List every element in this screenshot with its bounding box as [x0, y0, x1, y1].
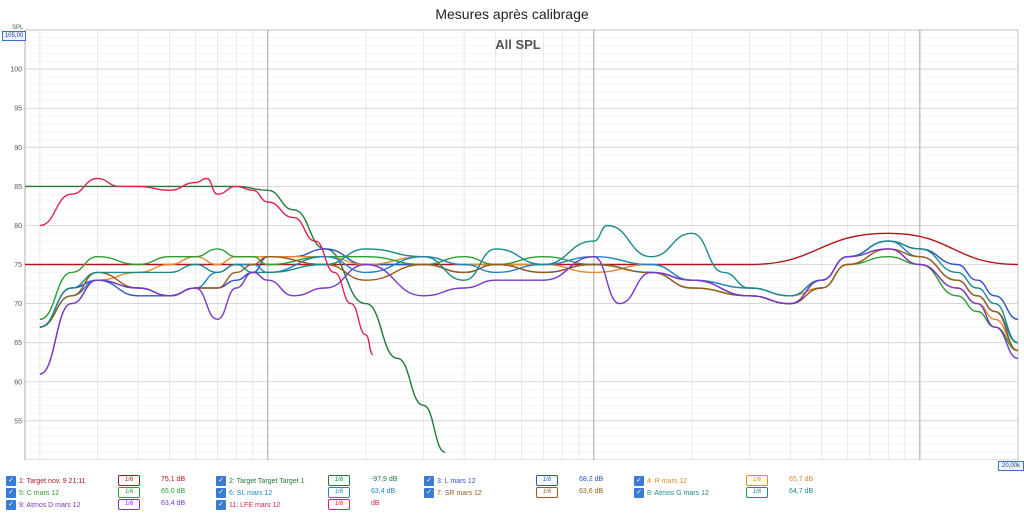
- legend-label: 9: Atmos D mars 12: [19, 501, 81, 509]
- smoothing-button[interactable]: 1/6: [746, 475, 768, 486]
- legend-level: 68,2 dB: [579, 476, 604, 483]
- checkbox-icon[interactable]: ✓: [634, 488, 644, 498]
- checkbox-icon[interactable]: ✓: [216, 500, 226, 510]
- y-tick-label: 75: [14, 262, 22, 269]
- series-lines: [25, 177, 1018, 453]
- legend-level: -97,9 dB: [371, 476, 398, 483]
- legend-label: 3: L mars 12: [437, 477, 476, 485]
- y-axis-label: SPL: [12, 25, 24, 31]
- legend-level: dB: [371, 500, 380, 507]
- legend-item-4[interactable]: ✓ 4: R mars 12: [634, 476, 687, 486]
- legend-item-1[interactable]: ✓ 1: Target nov. 9 21:11: [6, 476, 86, 486]
- y-tick-label: 95: [14, 106, 22, 113]
- legend-item-9[interactable]: ✓ 9: Atmos D mars 12: [6, 500, 80, 510]
- legend-label: 8: Atmos G mars 12: [647, 489, 709, 497]
- legend-item-5[interactable]: ✓ 5: C mars 12: [6, 488, 59, 498]
- legend-item-2[interactable]: ✓ 2: Target Target Target 1: [216, 476, 305, 486]
- legend-level: 65,7 dB: [789, 476, 814, 483]
- legend-item-8[interactable]: ✓ 8: Atmos G mars 12: [634, 488, 709, 498]
- checkbox-icon[interactable]: ✓: [216, 488, 226, 498]
- legend-item-7[interactable]: ✓ 7: SR mars 12: [424, 488, 482, 498]
- y-top-value[interactable]: 105,00: [2, 31, 26, 41]
- y-tick-label: 80: [14, 223, 22, 230]
- series-line-10: [39, 177, 374, 356]
- y-tick-label: 100: [10, 67, 22, 74]
- smoothing-button[interactable]: 1/6: [536, 487, 558, 498]
- y-tick-label: 85: [14, 184, 22, 191]
- smoothing-button[interactable]: 1/6: [118, 499, 140, 510]
- smoothing-button[interactable]: 1/6: [536, 475, 558, 486]
- y-tick-label: 90: [14, 145, 22, 152]
- legend-label: 2: Target Target Target 1: [229, 477, 305, 485]
- smoothing-button[interactable]: 1/6: [328, 475, 350, 486]
- checkbox-icon[interactable]: ✓: [216, 476, 226, 486]
- legend-item-10[interactable]: ✓ 11: LFE mars 12: [216, 500, 280, 510]
- checkbox-icon[interactable]: ✓: [6, 476, 16, 486]
- legend-label: 11: LFE mars 12: [229, 501, 281, 509]
- legend-level: 63,4 dB: [161, 500, 186, 507]
- smoothing-button[interactable]: 1/6: [328, 487, 350, 498]
- y-axis-ticks: 55 60 65 70 75 80 85 90 95 100: [10, 67, 22, 426]
- series-line-8: [39, 224, 1018, 344]
- window-title: Mesures après calibrage: [435, 6, 589, 22]
- legend-level: 75,1 dB: [161, 476, 186, 483]
- smoothing-button[interactable]: 1/6: [118, 475, 140, 486]
- grid: [25, 29, 1019, 460]
- smoothing-button[interactable]: 1/6: [328, 499, 350, 510]
- y-tick-label: 70: [14, 301, 22, 308]
- legend-label: 6: SL mars 12: [229, 489, 273, 497]
- legend-item-6[interactable]: ✓ 6: SL mars 12: [216, 488, 272, 498]
- checkbox-icon[interactable]: ✓: [424, 476, 434, 486]
- smoothing-button[interactable]: 1/6: [746, 487, 768, 498]
- legend-label: 4: R mars 12: [647, 477, 688, 485]
- legend-item-3[interactable]: ✓ 3: L mars 12: [424, 476, 476, 486]
- legend-label: 1: Target nov. 9 21:11: [19, 477, 86, 485]
- checkbox-icon[interactable]: ✓: [424, 488, 434, 498]
- series-line-1: [25, 232, 1018, 266]
- y-tick-label: 55: [14, 418, 22, 425]
- series-line-9: [39, 248, 1018, 375]
- legend-label: 7: SR mars 12: [437, 489, 482, 497]
- legend-level: 64,7 dB: [789, 488, 814, 495]
- legend-level: 65,0 dB: [161, 488, 186, 495]
- y-tick-label: 60: [14, 379, 22, 386]
- checkbox-icon[interactable]: ✓: [634, 476, 644, 486]
- legend-level: 63,4 dB: [371, 488, 396, 495]
- legend-label: 5: C mars 12: [19, 489, 60, 497]
- x-right-value[interactable]: 20,00k: [998, 461, 1024, 471]
- chart-title: All SPL: [495, 37, 541, 52]
- y-tick-label: 65: [14, 340, 22, 347]
- smoothing-button[interactable]: 1/6: [118, 487, 140, 498]
- checkbox-icon[interactable]: ✓: [6, 500, 16, 510]
- checkbox-icon[interactable]: ✓: [6, 488, 16, 498]
- legend-level: 63,6 dB: [579, 488, 604, 495]
